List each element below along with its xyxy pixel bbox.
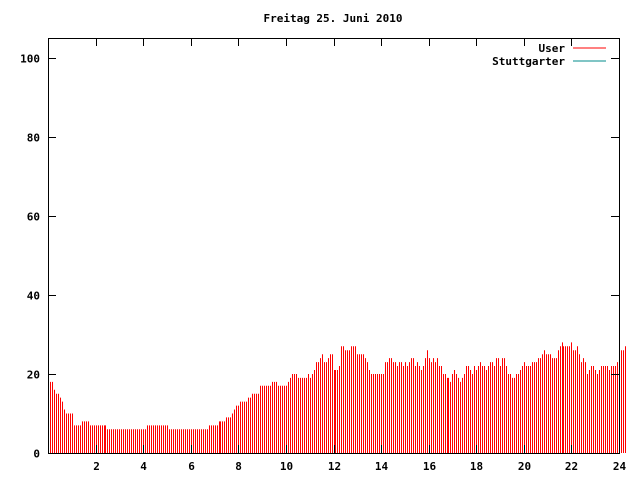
bars-layer [48, 342, 626, 453]
x-tick-label: 8 [235, 460, 242, 473]
x-tick-label: 14 [375, 460, 389, 473]
x-tick-label: 12 [328, 460, 341, 473]
x-tick-label: 16 [423, 460, 437, 473]
x-tick-label: 22 [565, 460, 578, 473]
legend-label-user: User [539, 42, 566, 55]
x-tick-label: 18 [470, 460, 483, 473]
y-tick-label: 100 [20, 53, 40, 66]
x-tick-label: 4 [140, 460, 147, 473]
y-tick-label: 20 [27, 369, 40, 382]
x-tick-label: 20 [518, 460, 531, 473]
y-tick-label: 40 [27, 290, 40, 303]
legend: User Stuttgarter [492, 42, 606, 68]
x-tick-label: 24 [613, 460, 627, 473]
y-tick-label: 0 [33, 448, 40, 461]
x-tick-label: 6 [188, 460, 195, 473]
y-tick-label: 80 [27, 132, 40, 145]
x-tick-label: 2 [93, 460, 100, 473]
legend-label-stuttgarter: Stuttgarter [492, 55, 565, 68]
chart-title: Freitag 25. Juni 2010 [263, 12, 402, 25]
y-tick-label: 60 [27, 211, 40, 224]
x-tick-label: 10 [280, 460, 293, 473]
